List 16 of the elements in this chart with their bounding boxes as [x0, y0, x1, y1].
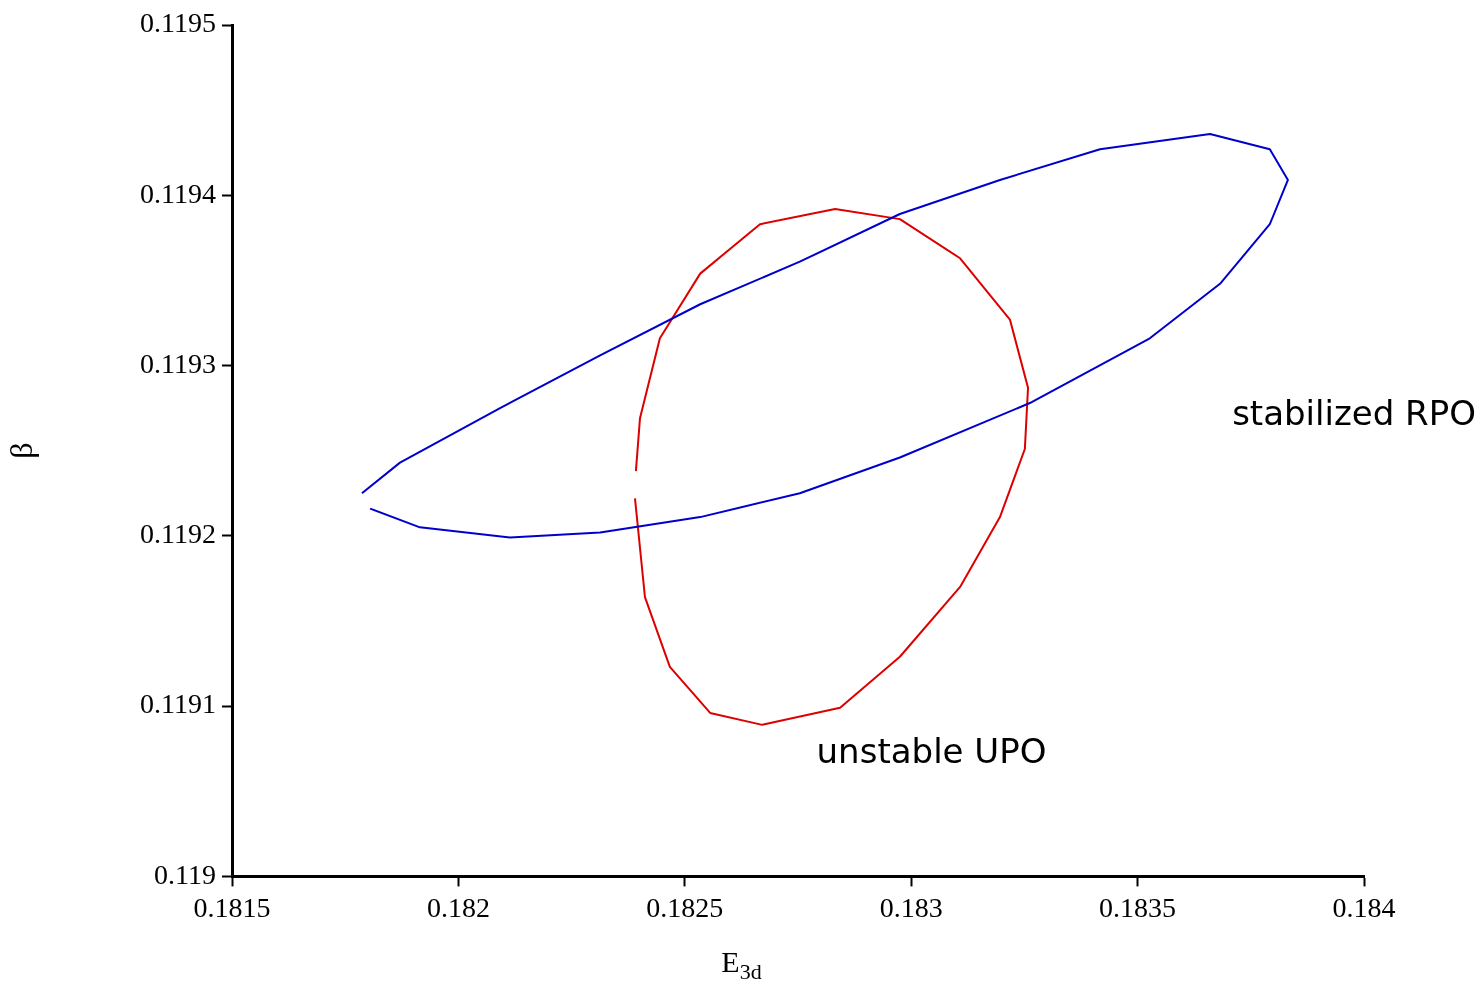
series-label: unstable UPO: [816, 730, 1047, 771]
x-axis-title: E$_{3d}$: [720, 945, 763, 985]
x-tick-label: 0.1835: [1099, 891, 1177, 923]
y-tick-label: 0.1192: [140, 518, 216, 550]
x-tick-label: 0.1815: [193, 891, 271, 923]
y-tick-label: 0.1195: [140, 7, 216, 39]
text: stabilized RPO: [1232, 392, 1476, 433]
y-tick-label: 0.1191: [140, 688, 216, 720]
x-tick-label: 0.182: [426, 891, 490, 923]
y-tick-label: 0.1193: [140, 347, 216, 379]
y-tick-label: 0.1194: [140, 177, 216, 209]
y-axis-title: β: [2, 442, 39, 459]
x-tick-label: 0.1825: [646, 891, 724, 923]
x-tick-label: 0.184: [1332, 891, 1396, 923]
y-tick-label: 0.119: [154, 858, 216, 890]
x-tick-label: 0.183: [879, 891, 943, 923]
